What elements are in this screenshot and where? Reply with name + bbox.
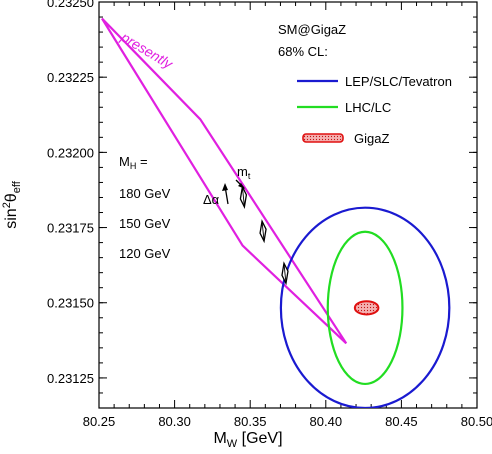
y-tick-label: 0.23150 <box>47 296 94 311</box>
legend-label-lhc: LHC/LC <box>345 100 391 115</box>
ellipse-gigaz <box>353 300 380 316</box>
delta-alpha-arrow: Δα <box>203 183 229 207</box>
x-tick-label: 80.50 <box>461 414 492 429</box>
x-tick-label: 80.45 <box>385 414 418 429</box>
ellipse-lep-slc-tevatron <box>279 206 451 408</box>
legend-subheader: 68% CL: <box>278 44 328 59</box>
mh-point-axis <box>283 263 287 284</box>
sm-band-presently <box>101 17 348 345</box>
mh-header: MH = <box>119 154 148 171</box>
x-tick-label: 80.40 <box>310 414 343 429</box>
y-axis-title: sin2θeff <box>1 180 23 228</box>
x-tick-labels: 80.25 80.30 80.35 80.40 80.45 80.50 <box>83 414 492 429</box>
x-tick-label: 80.25 <box>83 414 116 429</box>
legend: SM@GigaZ 68% CL: LEP/SLC/Tevatron LHC/LC… <box>278 22 452 146</box>
legend-label-lep: LEP/SLC/Tevatron <box>345 74 452 89</box>
plot-frame <box>98 1 478 409</box>
y-tick-label: 0.23175 <box>47 221 94 236</box>
mh-label-150: 150 GeV <box>119 216 171 231</box>
legend-header: SM@GigaZ <box>278 22 346 37</box>
x-axis-title: MW [GeV] <box>213 430 282 450</box>
mh-label-120: 120 GeV <box>119 246 171 261</box>
y-tick-label: 0.23200 <box>47 145 94 160</box>
legend-swatch-gigaz <box>302 133 344 143</box>
axis-ticks <box>98 1 478 409</box>
x-tick-label: 80.35 <box>234 414 267 429</box>
x-tick-label: 80.30 <box>158 414 191 429</box>
ellipse-lhc-lc <box>326 230 404 386</box>
y-tick-labels: 0.23125 0.23150 0.23175 0.23200 0.23225 0.232… <box>47 0 94 386</box>
y-tick-label: 0.23225 <box>47 70 94 85</box>
y-tick-label: 0.23125 <box>47 371 94 386</box>
y-tick-label: 0.23250 <box>47 0 94 10</box>
mh-label-180: 180 GeV <box>119 186 171 201</box>
mh-point-axis <box>261 221 265 242</box>
mh-point-markers <box>239 184 289 286</box>
mh-point-axis <box>241 186 245 207</box>
mt-arrow: mt <box>235 164 251 189</box>
delta-alpha-label: Δα <box>203 192 220 207</box>
mt-label: mt <box>237 164 251 181</box>
legend-label-gigaz: GigaZ <box>354 131 389 146</box>
